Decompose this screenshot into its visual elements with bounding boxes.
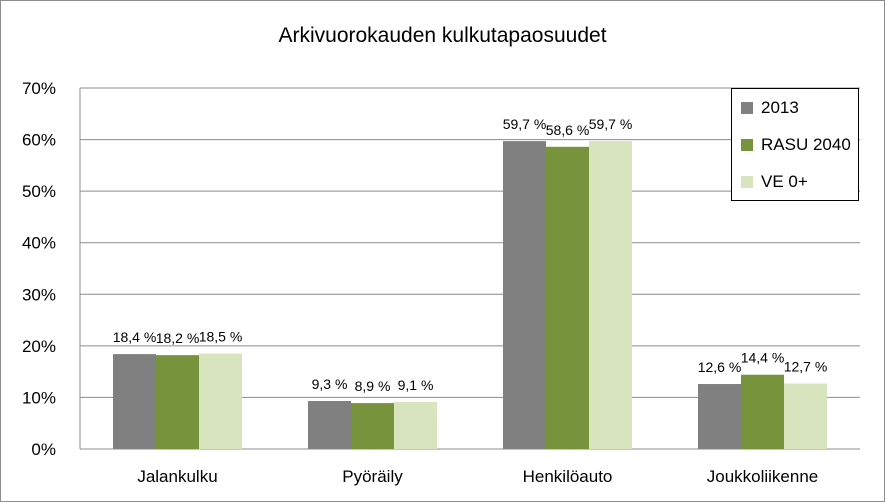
legend-swatch-ve-0 (741, 176, 753, 188)
data-label: 18,2 % (156, 330, 200, 346)
legend-label: RASU 2040 (761, 135, 851, 154)
y-tick-label: 20% (22, 337, 56, 356)
bar (199, 353, 242, 449)
x-tick-label: Pyöräily (342, 467, 403, 486)
bar (503, 141, 546, 449)
legend-item: RASU 2040 (741, 135, 851, 155)
bar (589, 141, 632, 449)
data-label: 8,9 % (355, 378, 391, 394)
y-tick-label: 40% (22, 234, 56, 253)
x-tick-label: Henkilöauto (523, 467, 613, 486)
bar (394, 402, 437, 449)
data-label: 12,7 % (784, 359, 828, 375)
data-label: 9,1 % (398, 377, 434, 393)
bar (784, 383, 827, 449)
y-tick-label: 0% (31, 440, 56, 459)
legend: 2013 RASU 2040 VE 0+ (731, 88, 859, 201)
bar (546, 146, 589, 449)
y-axis-ticks: 0% 10% 20% 30% 40% 50% 60% 70% (22, 79, 56, 459)
data-label: 58,6 % (546, 122, 590, 138)
legend-label: VE 0+ (761, 172, 808, 191)
bars (113, 141, 827, 449)
y-tick-label: 50% (22, 182, 56, 201)
x-axis-ticks: Jalankulku Pyöräily Henkilöauto Joukkoliike… (137, 467, 818, 486)
data-labels: 18,4 % 18,2 % 18,5 %9,3 % 8,9 % 9,1 %59,7 % 5… (113, 116, 828, 394)
legend-item: VE 0+ (741, 172, 808, 192)
data-label: 18,4 % (113, 329, 157, 345)
data-label: 12,6 % (698, 359, 742, 375)
legend-label: 2013 (761, 98, 799, 117)
data-label: 59,7 % (503, 116, 547, 132)
bar (698, 384, 741, 449)
data-label: 59,7 % (589, 116, 633, 132)
data-label: 14,4 % (741, 350, 785, 366)
y-tick-label: 60% (22, 131, 56, 150)
legend-item: 2013 (741, 98, 799, 118)
chart-title: Arkivuorokauden kulkutapaosuudet (278, 24, 607, 47)
data-label: 18,5 % (199, 329, 243, 345)
legend-swatch-rasu-2040 (741, 139, 753, 151)
x-tick-label: Joukkoliikenne (707, 467, 819, 486)
y-tick-label: 30% (22, 285, 56, 304)
bar (308, 401, 351, 449)
x-tick-label: Jalankulku (137, 467, 217, 486)
y-tick-label: 10% (22, 388, 56, 407)
bar (113, 354, 156, 449)
data-label: 9,3 % (312, 376, 348, 392)
bar (156, 355, 199, 449)
y-tick-label: 70% (22, 79, 56, 98)
bar (351, 403, 394, 449)
bar (741, 374, 784, 449)
legend-swatch-2013 (741, 102, 753, 114)
